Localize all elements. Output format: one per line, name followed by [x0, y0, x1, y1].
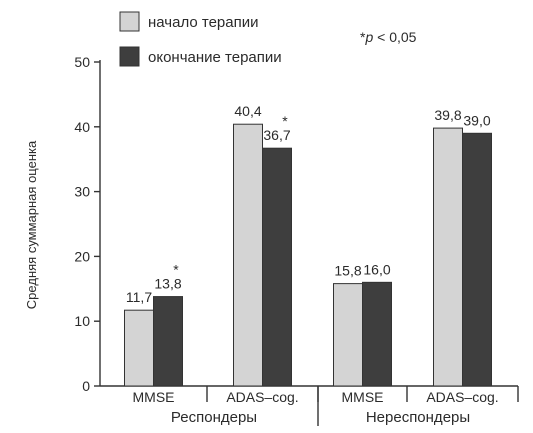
bar-value-label: 36,7: [263, 127, 290, 143]
x-category-label: MMSE: [342, 389, 384, 405]
y-tick-label: 50: [74, 54, 90, 70]
bar-end-1: [262, 147, 292, 387]
group-label: Респондеры: [171, 409, 257, 426]
significance-marker: *: [282, 113, 288, 129]
x-category-label: ADAS–cog.: [426, 389, 498, 405]
y-axis-title: Средняя суммарная оценка: [24, 140, 39, 309]
bar-value-label: 16,0: [363, 261, 390, 277]
y-tick-label: 20: [74, 248, 90, 264]
bar-value-label: 39,0: [463, 112, 490, 128]
bar-end-0: [153, 296, 183, 387]
group-label: Нереспондеры: [366, 409, 470, 426]
bar-value-label: 15,8: [334, 263, 361, 279]
note-p: p: [364, 29, 373, 45]
legend-swatch-start: [119, 11, 140, 32]
significance-note: *p < 0,05: [360, 29, 417, 45]
bar-value-label: 13,8: [154, 276, 181, 292]
x-category-label: MMSE: [133, 389, 175, 405]
y-tick-label: 30: [74, 184, 90, 200]
bar-start-1: [233, 123, 263, 387]
y-tick-label: 0: [82, 378, 90, 394]
significance-marker: *: [173, 262, 179, 278]
note-star: *: [360, 29, 366, 45]
x-category-label: ADAS–cog.: [226, 389, 298, 405]
legend-label-start: начало терапии: [148, 14, 259, 31]
note-rest: < 0,05: [373, 29, 416, 45]
y-axis-ticks: 0 10 20 30 40 50: [74, 54, 100, 394]
y-tick-label: 40: [74, 119, 90, 135]
bar-value-label: 11,7: [126, 289, 152, 305]
bar-start-0: [124, 309, 154, 387]
bar-value-label: 39,8: [434, 107, 461, 123]
legend: начало терапии окончание терапии: [119, 11, 282, 67]
legend-swatch-end: [119, 46, 140, 67]
bar-end-3: [462, 132, 492, 387]
bar-value-labels: 11,713,8*40,436,7*15,8 16,039,8 39,0: [126, 103, 491, 305]
x-axis-categories: MMSE ADAS–cog. MMSE ADAS–cog. Респондеры Нере…: [133, 389, 499, 426]
bars: [124, 123, 492, 387]
bar-start-2: [333, 283, 363, 387]
y-tick-label: 10: [74, 313, 90, 329]
bar-end-2: [362, 281, 392, 387]
legend-label-end: окончание терапии: [148, 49, 282, 66]
bar-start-3: [433, 127, 463, 387]
bar-value-label: 40,4: [234, 103, 261, 119]
